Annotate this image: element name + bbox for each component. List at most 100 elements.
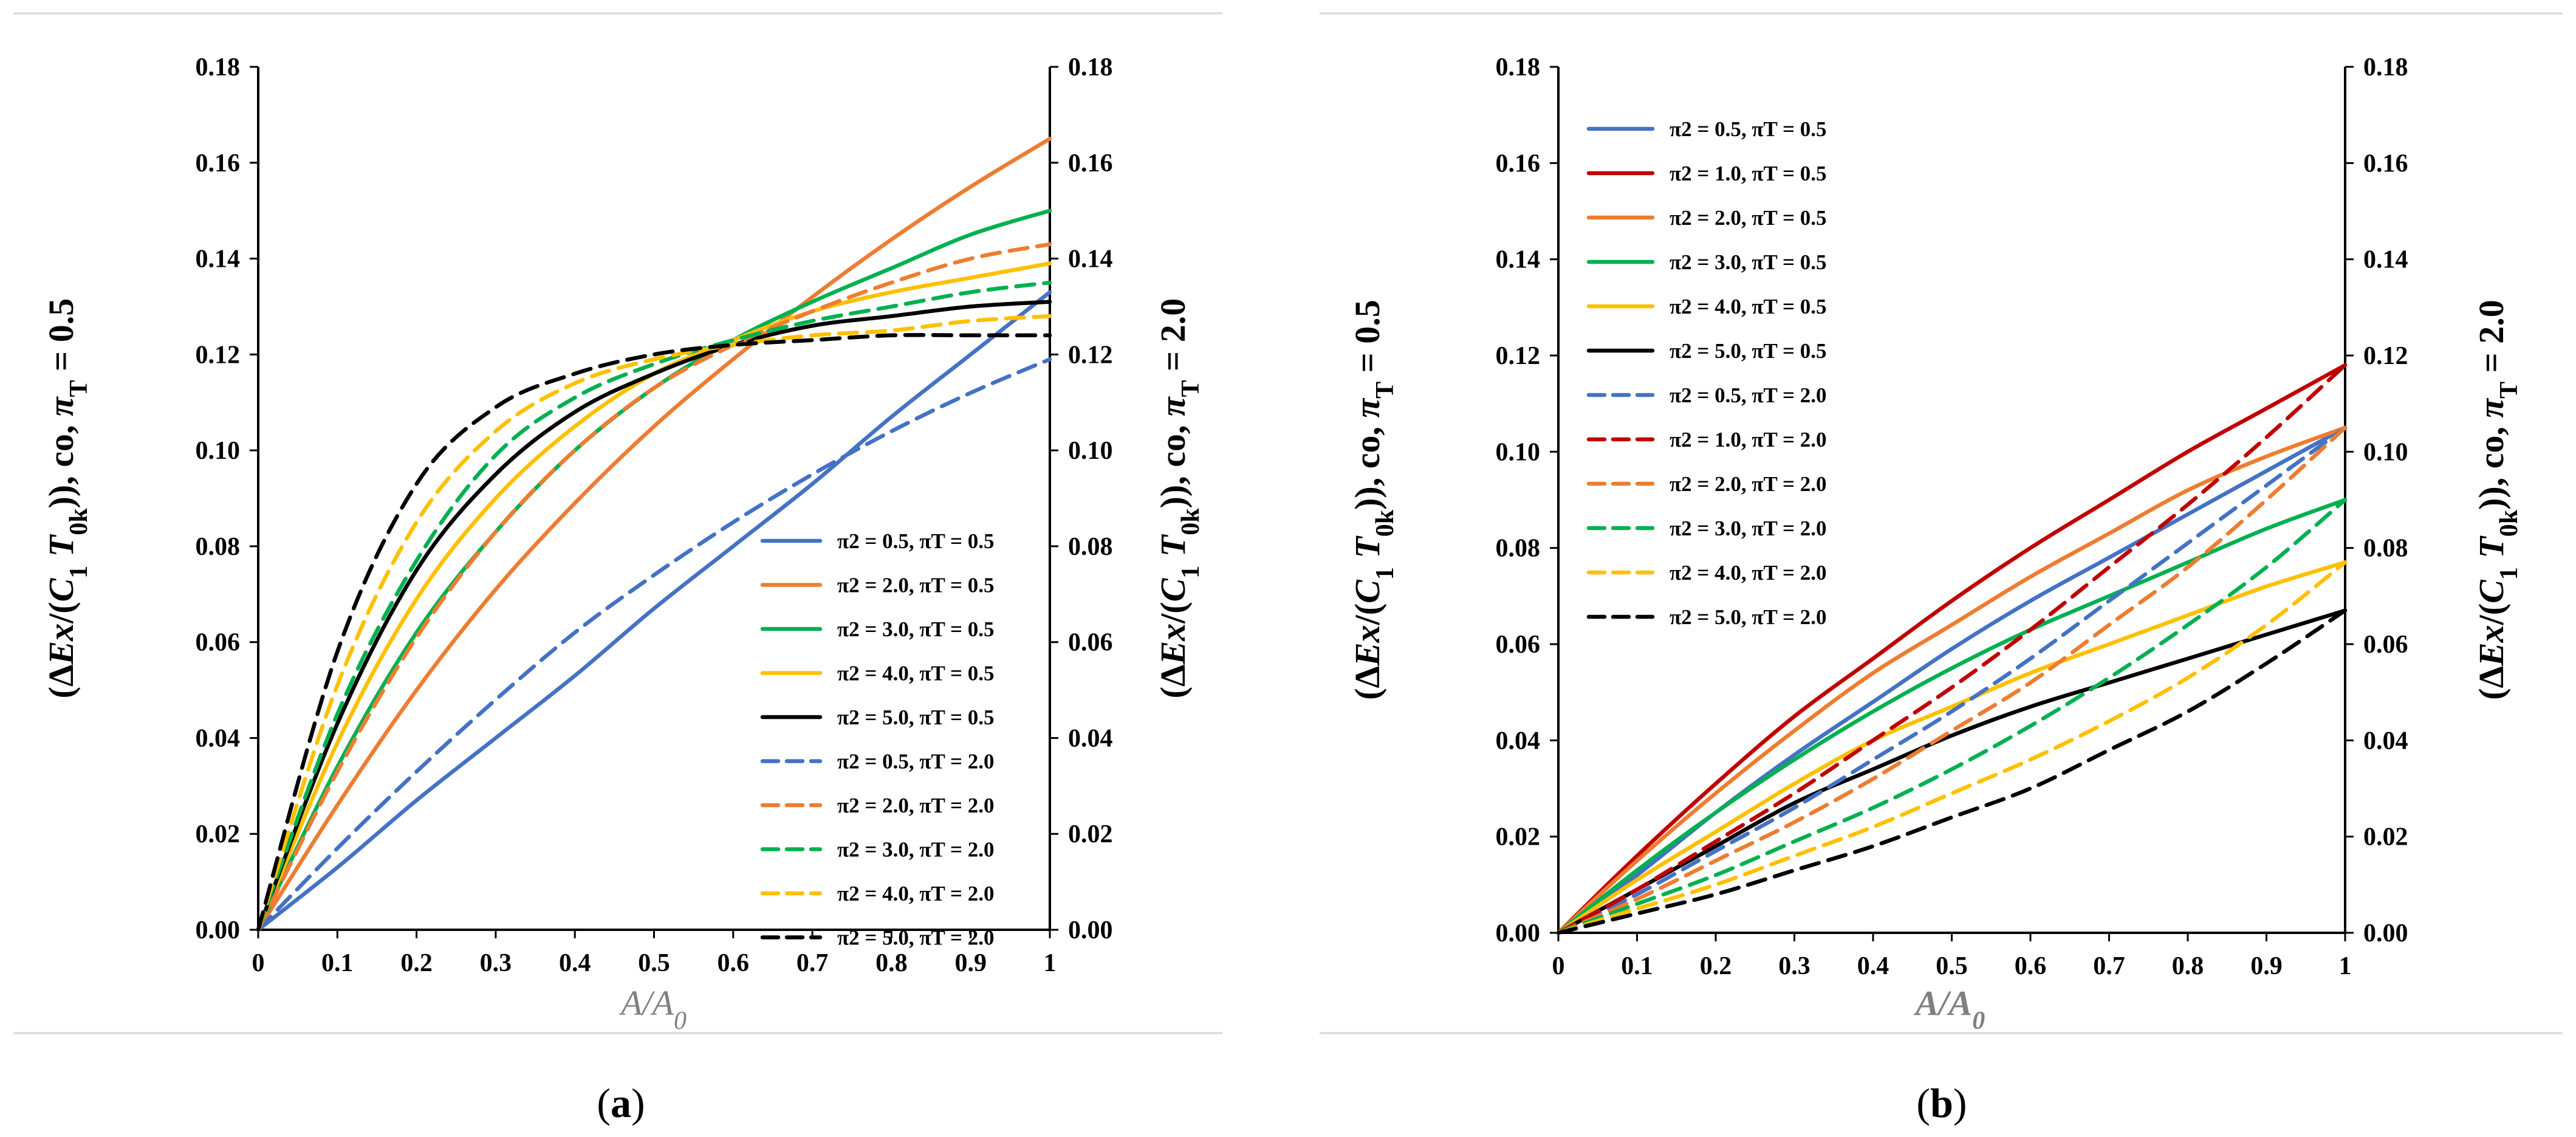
panel-a-y-right-tick-label: 0.08 bbox=[1068, 533, 1113, 561]
panel-a-legend-label-8: π2 = 3.0, πT = 2.0 bbox=[837, 838, 994, 862]
panel-a-legend-label-7: π2 = 2.0, πT = 2.0 bbox=[837, 794, 994, 817]
panel-a-x-axis-title: A/A0 bbox=[618, 983, 687, 1035]
panel-a-x-tick-label: 0.2 bbox=[400, 949, 433, 977]
panel-a-series-line-10 bbox=[256, 332, 1052, 932]
panel-b-legend-label-11: π2 = 4.0, πT = 2.0 bbox=[1670, 561, 1826, 585]
panel-b-caption: (b) bbox=[1916, 1080, 1967, 1126]
panel-b-x-tick-label: 1 bbox=[2339, 952, 2352, 980]
panel-b-caption-letter: b bbox=[1930, 1080, 1953, 1126]
panel-a-y-right-axis-title: (ΔEx/(C1 T0k)), co, πT = 2.0 bbox=[1153, 298, 1205, 698]
panel-a-y-left-tick-label: 0.10 bbox=[196, 437, 241, 465]
panel-b-y-right-tick-label: 0.04 bbox=[2363, 727, 2408, 755]
panel-a-legend-label-9: π2 = 4.0, πT = 2.0 bbox=[837, 882, 994, 905]
panel-b-y-left-tick-label: 0.06 bbox=[1496, 631, 1541, 659]
panel-b-y-right-tick-label: 0.10 bbox=[2363, 438, 2408, 466]
panel-a-series-line-3 bbox=[256, 208, 1052, 932]
panel-a-legend-label-1: π2 = 0.5, πT = 0.5 bbox=[837, 529, 994, 553]
panel-a-x-tick-label: 0.4 bbox=[559, 949, 591, 977]
panel-a-x-tick-label: 1 bbox=[1044, 949, 1057, 977]
panel-b-y-right-tick-label: 0.12 bbox=[2363, 342, 2408, 370]
panel-b-y-right-tick-label: 0.16 bbox=[2363, 149, 2408, 177]
panel-b-y-right-axis-title: (ΔEx/(C1 T0k)), co, πT = 2.0 bbox=[2472, 300, 2523, 699]
panel-b-y-left-tick-label: 0.02 bbox=[1496, 823, 1541, 851]
panel-a-y-right-tick-label: 0.10 bbox=[1068, 437, 1113, 465]
panel-b-x-tick-label: 0.5 bbox=[1936, 952, 1968, 980]
panel-a-y-left-tick-label: 0.08 bbox=[196, 533, 241, 561]
panel-b-series-line-12 bbox=[1556, 608, 2348, 935]
panel-a-legend-label-6: π2 = 0.5, πT = 2.0 bbox=[837, 750, 994, 774]
panel-a-series-line-7 bbox=[256, 242, 1052, 932]
panel-a-y-left-tick-label: 0.12 bbox=[196, 341, 241, 369]
panel-a-y-right-tick-label: 0.02 bbox=[1068, 820, 1113, 848]
panel-b-legend-label-4: π2 = 3.0, πT = 0.5 bbox=[1670, 250, 1826, 274]
panel-b-legend-label-9: π2 = 2.0, πT = 2.0 bbox=[1670, 472, 1826, 496]
panel-b-x-tick-label: 0.8 bbox=[2172, 952, 2204, 980]
panel-a-x-tick-label: 0.7 bbox=[796, 949, 829, 977]
panel-a-caption-letter: a bbox=[611, 1080, 631, 1126]
panel-a-y-left-axis-title: (ΔEx/(C1 T0k)), co, πT = 0.5 bbox=[41, 298, 93, 698]
panel-a-y-right-tick-label: 0.04 bbox=[1068, 724, 1113, 752]
panel-a-legend-label-4: π2 = 4.0, πT = 0.5 bbox=[837, 662, 994, 685]
panel-b-series-line-10 bbox=[1556, 498, 2348, 935]
panel-b-y-left-tick-label: 0.00 bbox=[1496, 919, 1541, 947]
panel-b-y-left-tick-label: 0.16 bbox=[1496, 149, 1541, 177]
panel-b-series-line-4 bbox=[1556, 498, 2348, 935]
panel-b-x-tick-label: 0.3 bbox=[1778, 952, 1810, 980]
panel-b-y-right-tick-label: 0.02 bbox=[2363, 823, 2408, 851]
panel-a-series-line-6 bbox=[256, 357, 1052, 932]
panel-a-x-tick-label: 0.3 bbox=[480, 949, 512, 977]
panel-b-x-tick-label: 0.6 bbox=[2015, 952, 2047, 980]
panel-a-y-left-tick-label: 0.18 bbox=[196, 53, 241, 81]
panel-a-x-tick-label: 0 bbox=[252, 949, 265, 977]
panel-b-y-left-tick-label: 0.08 bbox=[1496, 535, 1541, 563]
panel-a-series-line-4 bbox=[256, 261, 1052, 932]
panel-b-y-right-tick-label: 0.00 bbox=[2363, 919, 2408, 947]
panel-b-x-tick-label: 0.2 bbox=[1700, 952, 1732, 980]
panel-a-x-tick-label: 0.1 bbox=[321, 949, 354, 977]
panel-a-series-line-9 bbox=[256, 314, 1052, 932]
panel-b-y-right-tick-label: 0.18 bbox=[2363, 53, 2408, 81]
panel-b-y-right-tick-label: 0.08 bbox=[2363, 535, 2408, 563]
panel-a-y-left-tick-label: 0.02 bbox=[196, 820, 241, 848]
panel-a-y-right-tick-label: 0.16 bbox=[1068, 149, 1113, 177]
panel-b-legend-label-12: π2 = 5.0, πT = 2.0 bbox=[1670, 605, 1826, 629]
panel-b-series-line-2 bbox=[1556, 363, 2348, 935]
panel-b-y-left-tick-label: 0.18 bbox=[1496, 53, 1541, 81]
panel-a-legend-label-3: π2 = 3.0, πT = 0.5 bbox=[837, 617, 994, 641]
panel-b-y-right-tick-label: 0.06 bbox=[2363, 631, 2408, 659]
panel-a-series-line-5 bbox=[256, 300, 1052, 932]
panel-b-series-line-8 bbox=[1556, 363, 2348, 935]
panel-a-y-left-tick-label: 0.00 bbox=[196, 916, 241, 944]
panel-b-x-axis-title: A/A0 bbox=[1914, 983, 1985, 1035]
panel-b-y-left-tick-label: 0.12 bbox=[1496, 342, 1541, 370]
panel-b-legend-label-8: π2 = 1.0, πT = 2.0 bbox=[1670, 428, 1826, 452]
panel-a-x-tick-label: 0.5 bbox=[638, 949, 670, 977]
panel-b-legend-label-6: π2 = 5.0, πT = 0.5 bbox=[1670, 339, 1826, 363]
panel-a-series-group bbox=[256, 137, 1052, 932]
panel-b-y-left-tick-label: 0.14 bbox=[1496, 246, 1541, 274]
panel-a-legend: π2 = 0.5, πT = 0.5 π2 = 2.0, πT = 0.5 π2 =… bbox=[760, 529, 994, 950]
panel-b-x-tick-label: 0.9 bbox=[2250, 952, 2283, 980]
panel-a-y-left-tick-label: 0.14 bbox=[196, 246, 241, 273]
panel-a-y-right-tick-label: 0.18 bbox=[1068, 53, 1113, 81]
panel-b-series-line-7 bbox=[1556, 425, 2348, 935]
panel-a-x-tick-label: 0.9 bbox=[954, 949, 987, 977]
panel-b-series-line-6 bbox=[1556, 608, 2348, 935]
panel-a-x-tick-label: 0.6 bbox=[718, 949, 750, 977]
panel-b-x-tick-label: 0.1 bbox=[1621, 952, 1653, 980]
panel-a-legend-label-2: π2 = 2.0, πT = 0.5 bbox=[837, 574, 994, 597]
panel-a-series-line-8 bbox=[256, 280, 1052, 932]
panel-b-x-tick-label: 0.4 bbox=[1857, 952, 1889, 980]
panel-b-y-right-tick-label: 0.14 bbox=[2363, 246, 2408, 274]
panel-a-caption: (a) bbox=[597, 1080, 645, 1126]
panel-b-y-left-tick-label: 0.10 bbox=[1496, 438, 1541, 466]
panel-a-legend-label-10: π2 = 5.0, πT = 2.0 bbox=[837, 926, 994, 950]
panel-b-series-line-3 bbox=[1556, 425, 2348, 935]
panel-a-y-left-tick-label: 0.16 bbox=[196, 149, 241, 177]
panel-b-legend-label-5: π2 = 4.0, πT = 0.5 bbox=[1670, 295, 1826, 318]
panel-a-y-left-tick-label: 0.06 bbox=[196, 629, 241, 657]
panel-b-legend-label-10: π2 = 3.0, πT = 2.0 bbox=[1670, 517, 1826, 540]
panel-b-x-tick-label: 0 bbox=[1552, 952, 1565, 980]
panel-a-y-right-tick-label: 0.14 bbox=[1068, 246, 1113, 273]
